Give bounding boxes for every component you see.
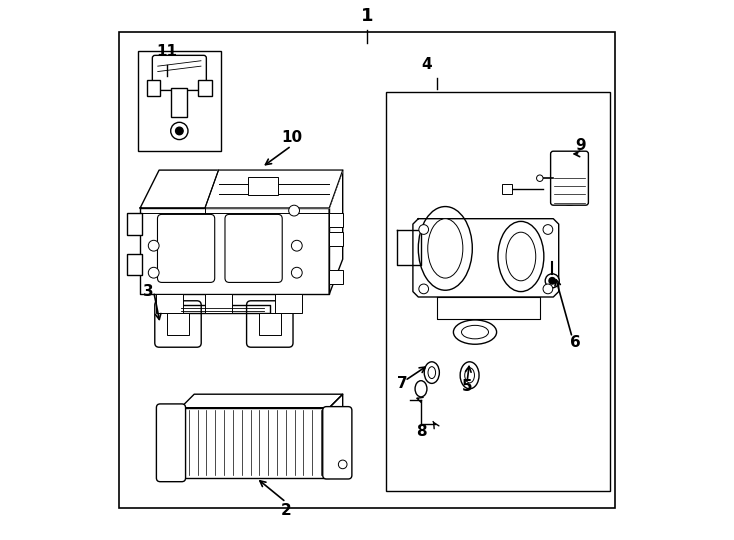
Polygon shape xyxy=(396,230,421,265)
FancyBboxPatch shape xyxy=(247,301,293,347)
Polygon shape xyxy=(437,297,539,319)
Circle shape xyxy=(291,267,302,278)
Text: 10: 10 xyxy=(281,130,302,145)
Polygon shape xyxy=(181,394,343,408)
Bar xyxy=(330,232,343,246)
Text: 3: 3 xyxy=(143,284,153,299)
FancyBboxPatch shape xyxy=(158,214,215,282)
Ellipse shape xyxy=(553,157,586,205)
Circle shape xyxy=(543,284,553,294)
Circle shape xyxy=(288,205,299,216)
Bar xyxy=(248,177,278,195)
Bar xyxy=(330,270,343,284)
Ellipse shape xyxy=(454,320,497,345)
Text: 6: 6 xyxy=(570,335,581,350)
Ellipse shape xyxy=(462,325,489,339)
Bar xyxy=(275,294,302,313)
FancyBboxPatch shape xyxy=(225,214,282,282)
Circle shape xyxy=(545,274,559,288)
Circle shape xyxy=(419,284,429,294)
Bar xyxy=(171,87,187,117)
Text: 1: 1 xyxy=(360,7,374,25)
Polygon shape xyxy=(181,408,330,478)
Circle shape xyxy=(148,267,159,278)
Text: 9: 9 xyxy=(575,138,586,153)
Bar xyxy=(502,184,512,194)
Bar xyxy=(147,80,161,96)
Circle shape xyxy=(549,278,556,284)
Text: 11: 11 xyxy=(156,44,178,59)
Bar xyxy=(127,213,142,235)
Ellipse shape xyxy=(415,381,427,397)
FancyBboxPatch shape xyxy=(155,301,201,347)
Ellipse shape xyxy=(465,368,474,383)
Bar xyxy=(198,80,211,96)
Text: 2: 2 xyxy=(280,503,291,518)
Bar xyxy=(259,313,280,335)
Bar xyxy=(156,294,184,313)
Circle shape xyxy=(291,240,302,251)
Ellipse shape xyxy=(506,232,536,281)
Ellipse shape xyxy=(428,219,463,278)
FancyBboxPatch shape xyxy=(323,407,352,479)
Circle shape xyxy=(338,460,347,469)
Polygon shape xyxy=(175,305,270,313)
Bar xyxy=(167,313,189,335)
Circle shape xyxy=(175,127,183,135)
Text: 4: 4 xyxy=(421,57,432,72)
Bar xyxy=(205,294,232,313)
Ellipse shape xyxy=(460,362,479,389)
Circle shape xyxy=(419,225,429,234)
Polygon shape xyxy=(140,208,330,294)
Bar xyxy=(127,254,142,275)
Polygon shape xyxy=(330,170,343,294)
Polygon shape xyxy=(413,219,559,297)
Circle shape xyxy=(537,175,543,181)
Polygon shape xyxy=(205,170,343,208)
FancyBboxPatch shape xyxy=(550,151,589,205)
Bar xyxy=(330,213,343,227)
Text: 7: 7 xyxy=(397,376,407,391)
Polygon shape xyxy=(140,170,343,208)
Circle shape xyxy=(148,240,159,251)
FancyBboxPatch shape xyxy=(153,56,206,90)
Circle shape xyxy=(171,122,188,140)
Text: 8: 8 xyxy=(415,424,426,440)
Ellipse shape xyxy=(418,206,472,291)
Ellipse shape xyxy=(424,362,440,383)
Text: 5: 5 xyxy=(462,379,472,394)
Polygon shape xyxy=(330,394,343,478)
Bar xyxy=(137,51,221,151)
Bar xyxy=(386,92,610,491)
Ellipse shape xyxy=(498,221,544,292)
Circle shape xyxy=(543,225,553,234)
Ellipse shape xyxy=(428,367,435,379)
Bar xyxy=(119,32,615,508)
FancyBboxPatch shape xyxy=(156,404,186,482)
